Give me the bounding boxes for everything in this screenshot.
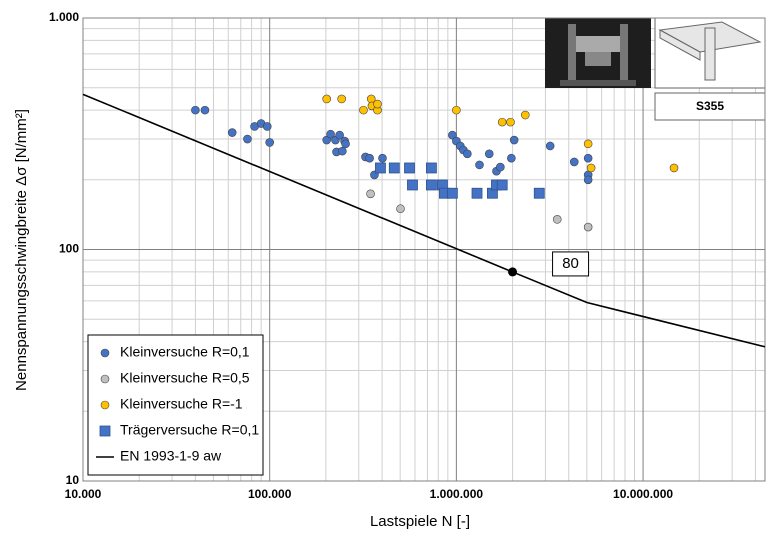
circle-marker bbox=[448, 130, 457, 140]
circle-marker bbox=[496, 162, 505, 172]
circle-marker bbox=[366, 189, 375, 199]
legend-marker bbox=[100, 400, 110, 410]
circle-marker bbox=[200, 105, 210, 115]
y-tick-label: 100 bbox=[59, 242, 79, 256]
legend-text: EN 1993-1-9 aw bbox=[120, 448, 222, 464]
circle-marker bbox=[378, 153, 387, 163]
circle-marker bbox=[506, 117, 515, 127]
y-tick-label: 1.000 bbox=[49, 10, 79, 24]
circle-marker bbox=[359, 105, 368, 115]
square-marker bbox=[407, 179, 418, 191]
circle-marker bbox=[326, 129, 335, 139]
square-marker bbox=[426, 179, 437, 191]
square-marker bbox=[533, 187, 545, 199]
circle-marker bbox=[569, 157, 579, 167]
circle-marker bbox=[262, 122, 272, 131]
legend-marker bbox=[99, 425, 111, 437]
design-curve bbox=[82, 93, 766, 348]
x-tick-label: 10.000.000 bbox=[613, 487, 673, 501]
legend-text: Trägerversuche R=0,1 bbox=[120, 422, 259, 438]
y-axis-label: Nennspannungsschwingbreite Δσ [N/mm²] bbox=[13, 109, 30, 391]
photo-machine-detail bbox=[560, 24, 636, 86]
circle-marker bbox=[583, 139, 593, 149]
x-tick-label: 1.000.000 bbox=[430, 487, 484, 501]
circle-marker bbox=[396, 204, 405, 214]
circle-marker bbox=[365, 153, 374, 163]
circle-marker bbox=[497, 117, 507, 127]
circle-marker bbox=[227, 128, 237, 137]
circle-marker bbox=[191, 105, 200, 115]
circle-marker bbox=[322, 135, 331, 145]
grid bbox=[82, 17, 765, 482]
specimen-shape bbox=[658, 21, 762, 81]
circle-marker bbox=[335, 130, 344, 140]
circle-marker bbox=[452, 105, 461, 115]
circle-marker bbox=[484, 149, 494, 159]
legend-box bbox=[87, 334, 264, 476]
annotation-box bbox=[552, 251, 590, 277]
circle-marker bbox=[341, 139, 350, 149]
legend: Kleinversuche R=0,1 Kleinversuche R=0,5 Kl… bbox=[87, 334, 264, 476]
circle-marker bbox=[552, 215, 562, 224]
circle-marker bbox=[265, 138, 274, 147]
x-tick-label: 100.000 bbox=[248, 487, 292, 501]
square-marker bbox=[446, 187, 458, 199]
square-marker bbox=[388, 162, 400, 174]
circle-marker bbox=[583, 175, 593, 185]
plot-border bbox=[82, 17, 766, 482]
circle-marker bbox=[509, 135, 519, 145]
circle-marker bbox=[583, 153, 593, 163]
inset-box bbox=[654, 92, 766, 121]
circle-marker bbox=[322, 94, 331, 104]
circle-marker bbox=[520, 110, 530, 120]
circle-marker bbox=[243, 134, 252, 144]
annotation-point bbox=[508, 267, 518, 277]
circle-marker bbox=[337, 94, 346, 104]
legend-marker bbox=[100, 348, 110, 358]
y-tick-label: 10 bbox=[66, 473, 80, 487]
legend-text: Kleinversuche R=0,5 bbox=[120, 370, 250, 386]
circle-marker bbox=[373, 99, 382, 109]
legend-marker bbox=[100, 374, 110, 384]
x-axis-label: Lastspiele N [-] bbox=[370, 513, 470, 530]
square-marker bbox=[375, 162, 386, 174]
circle-marker bbox=[507, 153, 516, 163]
circle-marker bbox=[669, 163, 679, 173]
inset-label: S355 bbox=[696, 99, 724, 113]
circle-marker bbox=[545, 141, 555, 151]
square-marker bbox=[404, 162, 415, 174]
circle-marker bbox=[463, 149, 472, 159]
circle-marker bbox=[475, 160, 484, 170]
square-marker bbox=[496, 179, 508, 191]
square-marker bbox=[426, 162, 437, 174]
circle-marker bbox=[583, 222, 593, 232]
circle-marker bbox=[586, 163, 596, 173]
x-tick-label: 10.000 bbox=[65, 487, 102, 501]
legend-text: Kleinversuche R=0,1 bbox=[120, 344, 250, 360]
legend-text: Kleinversuche R=-1 bbox=[120, 396, 243, 412]
annotation-label: 80 bbox=[562, 255, 579, 272]
circle-marker bbox=[338, 146, 347, 156]
square-marker bbox=[471, 187, 483, 199]
